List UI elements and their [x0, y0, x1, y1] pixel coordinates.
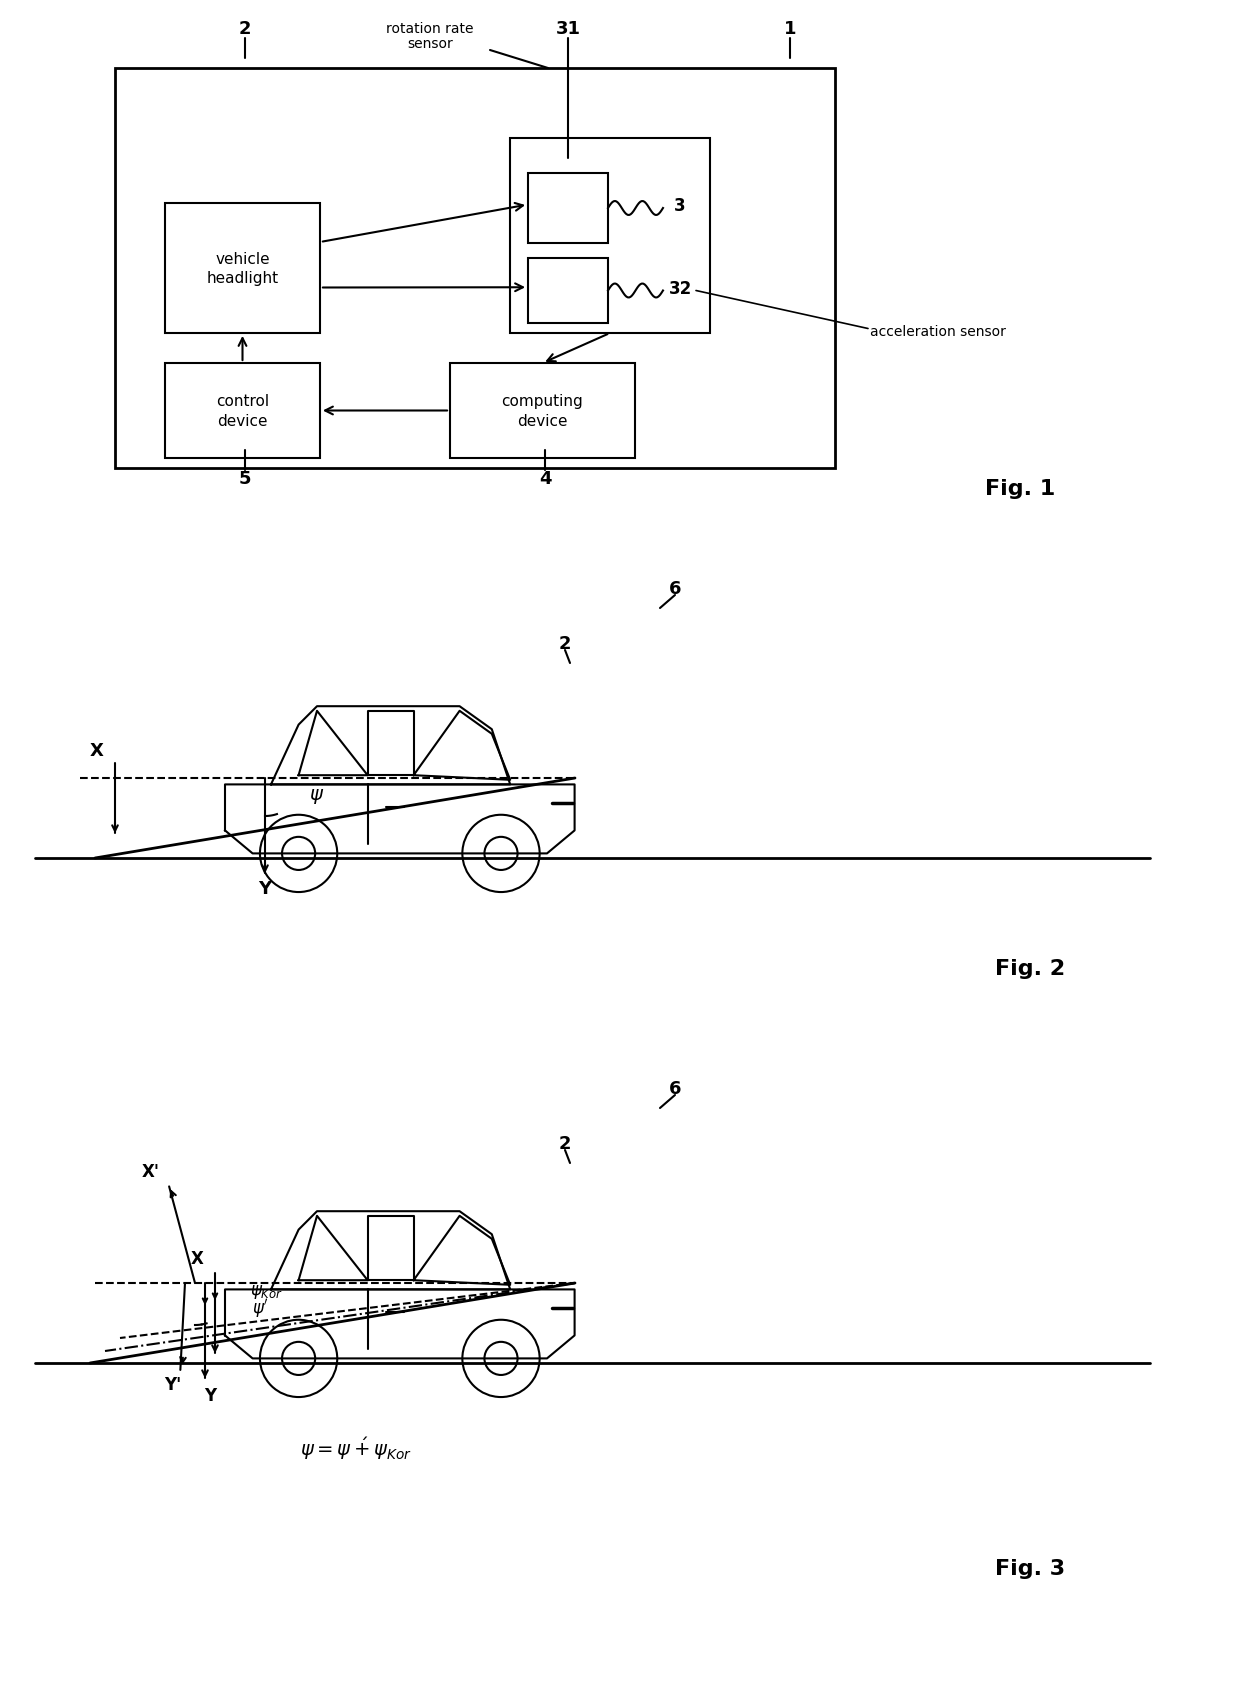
Text: X: X	[91, 742, 104, 759]
Text: control: control	[216, 394, 269, 409]
Text: Y: Y	[203, 1386, 216, 1404]
Text: vehicle: vehicle	[216, 251, 270, 267]
Bar	[528, 173, 608, 245]
Text: 6: 6	[668, 579, 681, 598]
Text: 2: 2	[559, 635, 572, 652]
Text: rotation rate: rotation rate	[386, 22, 474, 36]
Bar	[528, 258, 608, 324]
Text: 4: 4	[538, 470, 552, 487]
Bar	[165, 204, 320, 335]
Text: headlight: headlight	[206, 272, 279, 287]
Text: 1: 1	[784, 20, 796, 37]
Text: device: device	[217, 414, 268, 430]
Bar	[165, 363, 320, 458]
Text: X': X'	[143, 1163, 160, 1180]
Text: 2: 2	[239, 20, 252, 37]
Text: 2: 2	[559, 1134, 572, 1153]
Text: Y: Y	[258, 880, 272, 898]
Text: acceleration sensor: acceleration sensor	[870, 324, 1006, 338]
Text: Fig. 1: Fig. 1	[985, 479, 1055, 499]
Text: device: device	[517, 414, 568, 430]
Bar	[115, 70, 835, 469]
Text: sensor: sensor	[407, 37, 453, 51]
Text: $\psi_{Kor}$: $\psi_{Kor}$	[250, 1282, 284, 1301]
Text: $\psi'$: $\psi'$	[252, 1296, 268, 1319]
Text: 5: 5	[239, 470, 252, 487]
Text: $\psi = \psi\' + \psi_{Kor}$: $\psi = \psi\' + \psi_{Kor}$	[300, 1435, 412, 1462]
Text: $\psi$: $\psi$	[310, 788, 325, 807]
Bar	[450, 363, 635, 458]
Text: 31: 31	[556, 20, 580, 37]
Text: Fig. 3: Fig. 3	[994, 1559, 1065, 1577]
Text: Fig. 2: Fig. 2	[994, 958, 1065, 978]
Text: computing: computing	[502, 394, 583, 409]
Text: 3: 3	[675, 197, 686, 216]
Text: 32: 32	[668, 280, 692, 297]
Bar	[510, 139, 711, 335]
Text: X: X	[191, 1250, 203, 1267]
Text: 6: 6	[668, 1080, 681, 1097]
Text: Y': Y'	[164, 1375, 181, 1392]
